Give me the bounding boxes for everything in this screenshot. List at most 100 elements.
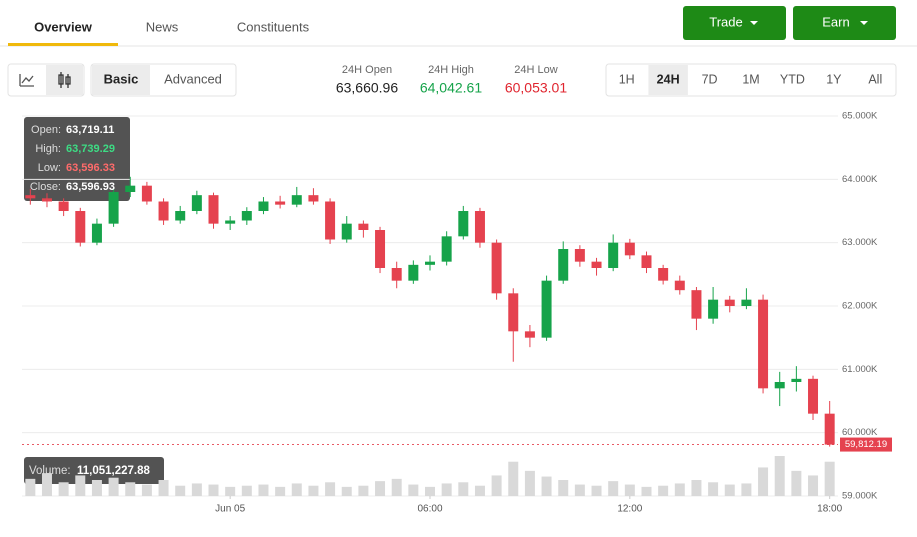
range-button[interactable]: 24H bbox=[657, 72, 680, 86]
candle-body bbox=[591, 261, 602, 268]
volume-tooltip-label: Volume: bbox=[29, 465, 71, 477]
candle-body bbox=[824, 413, 835, 445]
volume-tooltip-value: 11,051,227.88 bbox=[77, 465, 151, 477]
volume-bar bbox=[491, 475, 502, 496]
tooltip-value: 63,719.11 bbox=[66, 124, 114, 136]
candle-type-active[interactable] bbox=[46, 65, 83, 95]
volume-bar bbox=[591, 485, 602, 496]
candle-body bbox=[375, 230, 386, 268]
last-price-label: 59,812.19 bbox=[845, 439, 887, 450]
candle-body bbox=[358, 223, 369, 230]
candle-body bbox=[691, 290, 702, 319]
line-chart-icon[interactable] bbox=[19, 74, 34, 87]
volume-bar bbox=[574, 484, 585, 496]
dropdown-caret[interactable] bbox=[750, 21, 758, 25]
volume-bar bbox=[691, 480, 702, 496]
candle-body bbox=[191, 195, 202, 211]
tooltip-label: High: bbox=[35, 143, 61, 155]
candle-body bbox=[258, 201, 269, 211]
stat-label: 24H Open bbox=[342, 64, 392, 76]
candle-body bbox=[474, 211, 485, 243]
candle-body bbox=[41, 198, 52, 202]
volume-bar bbox=[741, 483, 752, 496]
x-tick-label: 06:00 bbox=[417, 504, 442, 515]
y-tick-label: 61.000K bbox=[842, 364, 878, 375]
volume-bar bbox=[824, 461, 835, 496]
volume-bar bbox=[175, 485, 186, 496]
header-button-label[interactable]: Trade bbox=[709, 14, 742, 29]
candle-body bbox=[708, 299, 719, 319]
x-tick-label: 18:00 bbox=[817, 504, 842, 515]
volume-bar bbox=[391, 478, 402, 496]
volume-bar bbox=[25, 478, 36, 496]
trade-button[interactable] bbox=[683, 6, 786, 40]
volume-bar bbox=[258, 484, 269, 496]
dropdown-caret[interactable] bbox=[860, 21, 868, 25]
tab[interactable]: Overview bbox=[34, 19, 93, 34]
candle-body bbox=[641, 255, 652, 268]
tooltip-label: Close: bbox=[30, 181, 61, 193]
candle-body bbox=[508, 293, 519, 332]
mode-button[interactable]: Advanced bbox=[164, 71, 222, 86]
range-button[interactable]: 7D bbox=[702, 72, 718, 86]
stat-value: 64,042.61 bbox=[420, 80, 482, 96]
volume-bar bbox=[91, 480, 102, 496]
volume-bar bbox=[608, 481, 619, 496]
tab[interactable]: News bbox=[146, 19, 179, 34]
volume-bar bbox=[441, 483, 452, 496]
volume-bar bbox=[558, 480, 569, 496]
volume-bar bbox=[325, 482, 336, 496]
volume-bar bbox=[808, 475, 819, 496]
range-button[interactable]: 1M bbox=[742, 72, 759, 86]
x-tick-label: Jun 05 bbox=[215, 504, 245, 515]
candle-body bbox=[624, 242, 635, 256]
candle-body bbox=[291, 195, 302, 205]
stat-label: 24H High bbox=[428, 64, 474, 76]
candle-body bbox=[108, 192, 119, 224]
mode-active bbox=[92, 65, 150, 95]
range-button[interactable]: 1Y bbox=[826, 72, 842, 86]
volume-bar bbox=[41, 473, 52, 496]
candle-body bbox=[808, 378, 819, 414]
volume-bar bbox=[375, 481, 386, 496]
y-tick-label: 59.000K bbox=[842, 491, 878, 502]
range-button[interactable]: YTD bbox=[780, 72, 805, 86]
candle-body bbox=[608, 242, 619, 268]
volume-bar bbox=[308, 485, 319, 496]
candle-body bbox=[308, 195, 319, 202]
candle-body bbox=[574, 249, 585, 262]
volume-bar bbox=[524, 470, 535, 496]
candle-body bbox=[91, 223, 102, 243]
tooltip-label: Open: bbox=[31, 124, 61, 136]
volume-bar bbox=[341, 486, 352, 496]
volume-bar bbox=[541, 476, 552, 496]
candle-chart-icon bbox=[58, 72, 71, 88]
tooltip-label: Low: bbox=[38, 162, 61, 174]
earn-button[interactable] bbox=[793, 6, 896, 40]
stat-label: 24H Low bbox=[514, 64, 557, 76]
candle-body bbox=[658, 268, 669, 281]
mode-button[interactable]: Basic bbox=[104, 71, 139, 86]
volume-bar bbox=[241, 485, 252, 496]
volume-bar bbox=[458, 482, 469, 496]
y-tick-label: 62.000K bbox=[842, 301, 878, 312]
range-button[interactable]: 1H bbox=[619, 72, 635, 86]
candle-body bbox=[325, 201, 336, 240]
volume-bar bbox=[425, 486, 435, 496]
candle-body bbox=[58, 201, 69, 211]
volume-bar bbox=[125, 482, 136, 496]
volume-bar bbox=[724, 484, 735, 496]
volume-bar bbox=[674, 483, 685, 496]
range-button[interactable]: All bbox=[868, 72, 882, 86]
x-tick-label: 12:00 bbox=[617, 504, 642, 515]
tab[interactable]: Constituents bbox=[237, 19, 310, 34]
candle-body bbox=[491, 242, 502, 294]
header-button-label[interactable]: Earn bbox=[822, 14, 849, 29]
volume-bar bbox=[225, 486, 236, 496]
candle-body bbox=[341, 223, 352, 240]
volume-bar bbox=[191, 483, 202, 496]
candle-body bbox=[125, 185, 136, 192]
stat-value: 63,660.96 bbox=[336, 80, 398, 96]
volume-bar bbox=[641, 486, 652, 496]
